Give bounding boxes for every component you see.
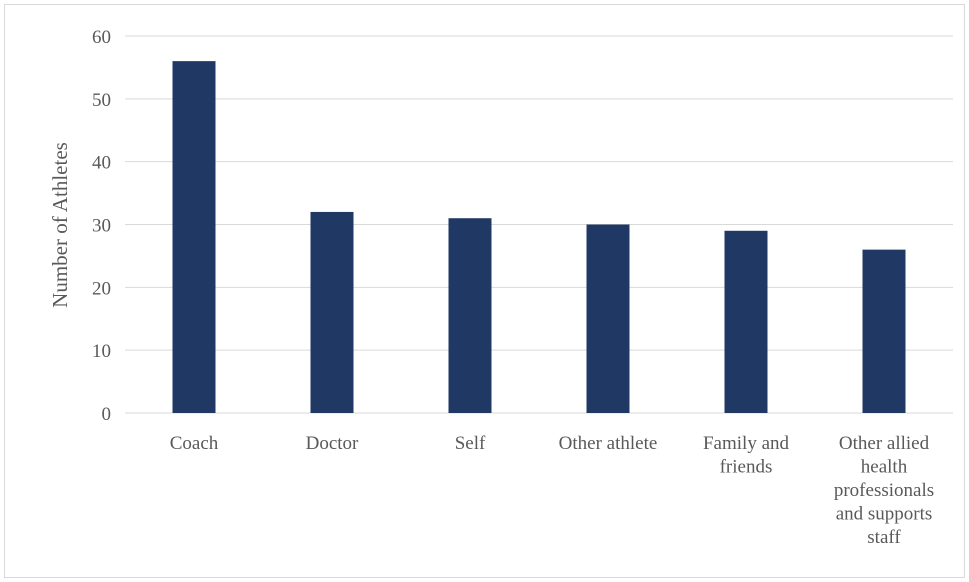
bar: [448, 218, 492, 413]
x-category-label: Other athlete: [559, 433, 658, 454]
x-axis-categories: Coach Doctor Self Other athlete Family and fr…: [170, 433, 934, 548]
y-axis-ticks: 0 10 20 30 40 50 60: [92, 27, 111, 425]
y-tick-label: 50: [92, 90, 111, 111]
bar: [172, 61, 216, 414]
chart-frame: 0 10 20 30 40 50 60 Coach Doctor Self Other athle…: [4, 4, 965, 578]
bar: [310, 211, 354, 413]
bars: [172, 61, 906, 414]
x-category-label: Family and friends: [703, 433, 790, 478]
x-category-label: Coach: [170, 433, 219, 454]
y-tick-label: 10: [92, 341, 111, 362]
x-category-label: Other allied health professionals and suppo…: [834, 433, 934, 548]
bar: [724, 230, 768, 413]
bar-chart: 0 10 20 30 40 50 60 Coach Doctor Self Other athle…: [48, 27, 953, 548]
x-category-label: Doctor: [306, 433, 359, 454]
y-axis-title: Number of Athletes: [48, 142, 72, 308]
y-tick-label: 40: [92, 153, 111, 174]
bar: [586, 224, 630, 413]
bar: [862, 249, 906, 413]
gridlines: [125, 35, 953, 414]
y-tick-label: 30: [92, 216, 111, 237]
y-tick-label: 20: [92, 278, 111, 299]
y-tick-label: 60: [92, 27, 111, 48]
y-tick-label: 0: [102, 404, 112, 425]
x-category-label: Self: [455, 433, 486, 454]
